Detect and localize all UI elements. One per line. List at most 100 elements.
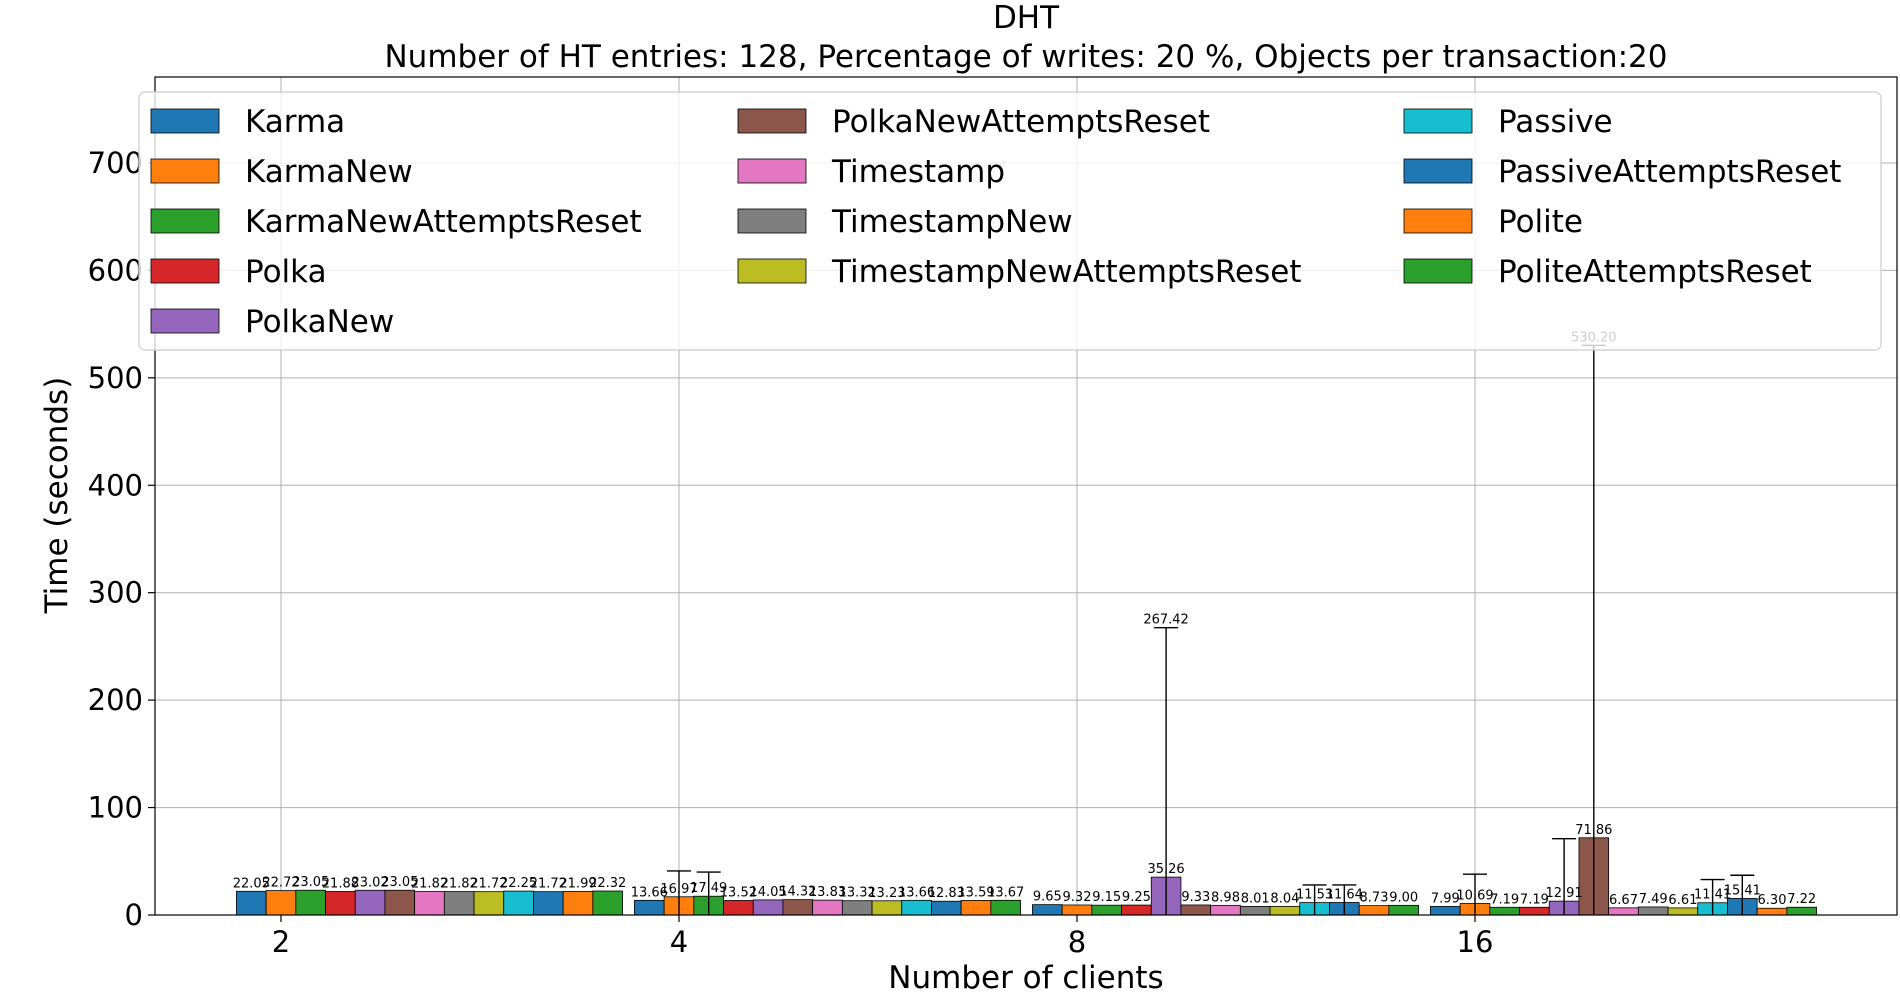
bar (1608, 907, 1639, 916)
bar (1667, 907, 1699, 916)
bar-value-label: 8.04 (1270, 891, 1299, 906)
bar-value-label: 71.86 (1575, 823, 1612, 838)
y-tick-label: 400 (88, 468, 143, 502)
legend-entry-label: TimestampNewAttemptsReset (831, 254, 1301, 290)
bar-value-label: 8.98 (1211, 890, 1240, 905)
legend-swatch (150, 158, 220, 184)
bar-value-label: 13.66 (898, 885, 935, 900)
bar (752, 899, 784, 916)
legend-swatch (150, 308, 220, 334)
bar (265, 890, 297, 916)
bar (1388, 904, 1419, 916)
x-axis-ticks: 2 4 8 16 (272, 915, 1493, 959)
legend-swatch (1403, 258, 1473, 284)
bar-value-label: 22.05 (233, 876, 270, 891)
bar-value-label: 13.32 (839, 886, 876, 901)
bar-value-label: 9.32 (1063, 890, 1092, 905)
bar (1239, 905, 1271, 916)
bar-value-label: 7.19 (1520, 892, 1549, 907)
bar-value-label: 6.61 (1668, 893, 1697, 908)
legend-entry-label: Polite (1498, 204, 1583, 240)
bar (1269, 905, 1301, 916)
bar-value-label: 22.25 (500, 876, 537, 891)
y-tick-label: 700 (88, 146, 143, 180)
bar (1180, 904, 1212, 916)
legend-box (138, 91, 1882, 351)
bar-value-label: 16.97 (660, 882, 697, 897)
x-axis-label: Number of clients (888, 960, 1163, 996)
bar-value-label: 14.32 (779, 885, 816, 900)
legend-entry-label: KarmaNew (245, 154, 413, 190)
bar (960, 899, 992, 916)
bar-value-label: 21.88 (322, 876, 359, 891)
bar-value-label: 13.66 (631, 885, 668, 900)
bar (841, 900, 873, 916)
legend-entry-label: Karma (245, 104, 345, 140)
bar-value-label: 13.67 (987, 885, 1024, 900)
legend-entry-label: Passive (1498, 104, 1613, 140)
bar (592, 890, 623, 916)
bar (723, 900, 754, 916)
bar-value-label: 11.41 (1694, 888, 1731, 903)
y-axis-ticks: 0 100 200 300 400 500 600 700 (88, 146, 155, 932)
bar-value-label: 13.52 (720, 885, 757, 900)
bar-value-label: 21.82 (441, 877, 478, 892)
y-tick-label: 300 (88, 576, 143, 610)
legend-swatch (1403, 208, 1473, 234)
bar (503, 890, 534, 916)
y-tick-label: 600 (88, 253, 143, 287)
x-tick-label: 4 (670, 925, 688, 959)
bar (325, 891, 356, 916)
x-tick-label: 8 (1068, 925, 1086, 959)
bar-value-label: 21.72 (530, 877, 567, 892)
bar-value-label: 7.99 (1431, 891, 1460, 906)
legend-swatch (150, 208, 220, 234)
bar-value-label: 8.01 (1241, 891, 1270, 906)
bar (533, 891, 564, 916)
bar (901, 899, 932, 916)
legend: Karma KarmaNew KarmaNewAttemptsReset Polka P… (138, 91, 1882, 351)
bar (1756, 907, 1788, 916)
bar (236, 890, 267, 916)
y-tick-label: 500 (88, 361, 143, 395)
bar (1091, 904, 1122, 916)
bar-value-label: 9.25 (1122, 890, 1151, 905)
bar-value-label: 21.82 (411, 877, 448, 892)
bar-value-label: 22.72 (262, 876, 299, 891)
legend-swatch (737, 158, 807, 184)
bar (1786, 906, 1817, 916)
legend-swatch (150, 258, 220, 284)
bar-value-label: 23.02 (351, 875, 388, 890)
legend-entry-label: TimestampNew (831, 204, 1073, 240)
bar-value-label: 22.32 (589, 876, 626, 891)
bar (1358, 905, 1390, 916)
y-axis-label: Time (seconds) (39, 377, 75, 615)
bar-value-label: 6.30 (1758, 893, 1787, 908)
legend-swatch (1403, 108, 1473, 134)
bar-value-label: 15.41 (1724, 883, 1761, 898)
bar-labels-group: 22.05 13.66 9.65 7.99 22.72 16.97 9.32 10.69 23.… (233, 330, 1816, 908)
bar-value-label: 6.67 (1609, 893, 1638, 908)
bar (414, 891, 445, 916)
x-tick-label: 2 (272, 925, 290, 959)
bar-value-label: 21.99 (559, 876, 596, 891)
legend-entry-label: PolkaNew (245, 304, 394, 340)
y-tick-label: 100 (88, 791, 143, 825)
bar (1637, 906, 1669, 916)
legend-entry-label: PoliteAttemptsReset (1498, 254, 1812, 290)
plot-area-frame (154, 76, 1898, 916)
bar-value-label: 12.91 (1545, 886, 1582, 901)
bar (990, 899, 1021, 916)
bar (634, 899, 665, 916)
legend-swatch (1403, 158, 1473, 184)
bar (1121, 904, 1152, 916)
y-tick-label: 200 (88, 683, 143, 717)
bar (443, 891, 475, 916)
bar (871, 900, 903, 916)
bar-value-label: 7.19 (1490, 892, 1519, 907)
bar (1519, 906, 1550, 916)
bar-value-label: 11.64 (1326, 887, 1363, 902)
bar-value-label: 13.83 (809, 885, 846, 900)
y-tick-label: 0 (125, 898, 143, 932)
